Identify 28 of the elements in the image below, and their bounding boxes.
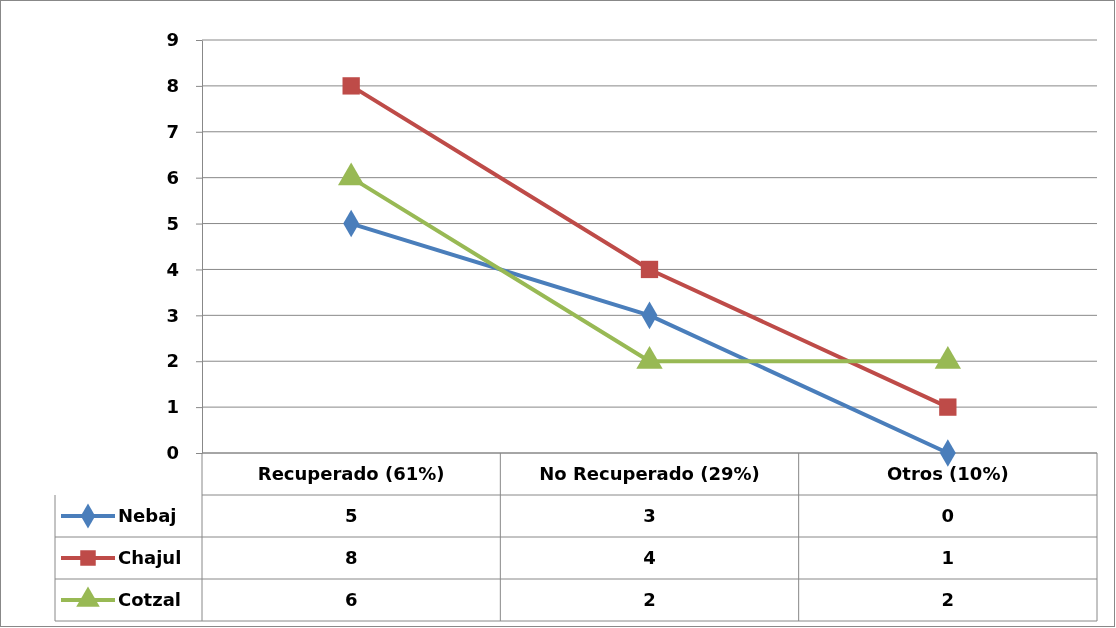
data-label: 2 bbox=[643, 589, 656, 610]
data-label: 1 bbox=[941, 547, 955, 568]
data-label: 8 bbox=[344, 547, 358, 568]
y-tick-label: 2 bbox=[166, 350, 179, 372]
data-label: 4 bbox=[643, 547, 656, 568]
x-tick-label: Recuperado (61%) bbox=[257, 463, 445, 484]
x-tick-label: No Recuperado (29%) bbox=[539, 463, 760, 484]
y-tick-label: 0 bbox=[166, 442, 179, 464]
data-label: 3 bbox=[643, 505, 656, 526]
data-label: 5 bbox=[344, 505, 358, 526]
x-tick-label: Otros (10%) bbox=[887, 463, 1009, 484]
point bbox=[939, 398, 957, 416]
y-tick-label: 3 bbox=[166, 304, 179, 326]
y-tick-label: 8 bbox=[166, 75, 179, 97]
data-label: 2 bbox=[941, 589, 955, 610]
y-tick-label: 4 bbox=[166, 258, 179, 280]
y-tick-label: 9 bbox=[166, 29, 179, 51]
legend-label: Cotzal bbox=[118, 589, 181, 610]
legend-label: Nebaj bbox=[118, 505, 177, 526]
y-tick-label: 7 bbox=[166, 121, 179, 143]
data-label: 6 bbox=[344, 589, 358, 610]
y-tick-label: 1 bbox=[166, 396, 179, 418]
legend-label: Chajul bbox=[118, 547, 182, 568]
y-tick-label: 5 bbox=[166, 212, 179, 234]
data-label: 0 bbox=[941, 505, 955, 526]
point bbox=[342, 77, 360, 95]
point bbox=[640, 260, 659, 279]
y-tick-label: 6 bbox=[166, 166, 179, 188]
